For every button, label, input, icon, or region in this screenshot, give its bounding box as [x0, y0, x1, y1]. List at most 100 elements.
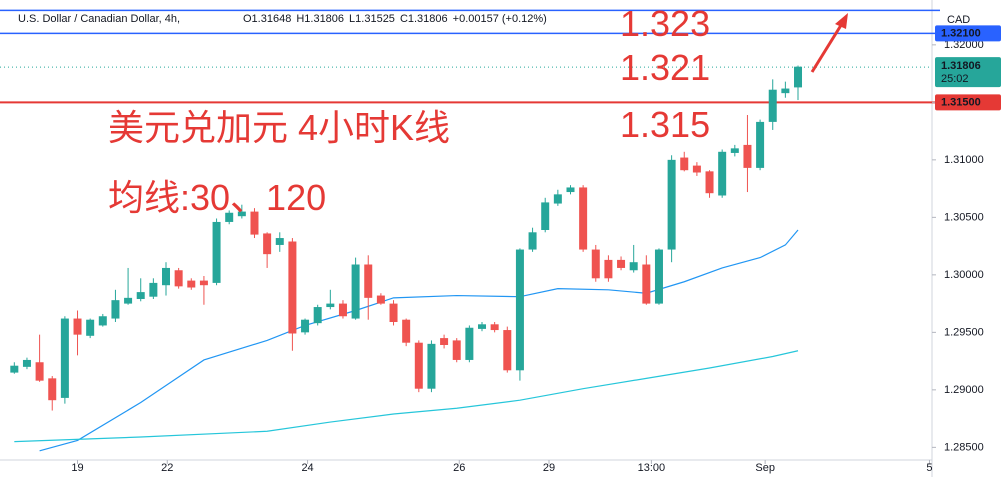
x-tick-label: 29 — [543, 462, 555, 474]
candle-body — [440, 338, 449, 345]
candle-body — [364, 264, 373, 298]
candle-body — [768, 89, 777, 122]
candle-body — [692, 165, 701, 173]
candle-body — [225, 212, 234, 222]
y-tick-label: 1.29000 — [944, 384, 984, 396]
candle-body — [478, 324, 487, 329]
candle-body — [756, 121, 765, 168]
candle-body — [654, 249, 663, 304]
currency: CAD — [947, 14, 970, 26]
candle-body — [604, 259, 613, 279]
candle-body — [174, 270, 183, 287]
price-tag — [935, 57, 1001, 88]
candle-body — [629, 262, 638, 271]
y-tick-label: 1.29500 — [944, 326, 984, 338]
arrow-head — [835, 13, 848, 29]
candle-body — [642, 264, 651, 304]
x-tick-label: 26 — [453, 462, 465, 474]
candle-body — [301, 319, 310, 333]
candle-body — [149, 282, 158, 297]
candle-body — [528, 232, 537, 250]
header-text: C1.31806 — [400, 13, 448, 25]
candle-body — [402, 319, 411, 343]
price-tag-label: 1.31500 — [941, 96, 981, 108]
moving-average — [39, 229, 799, 452]
header-text: H1.31806 — [296, 13, 344, 25]
candle-body — [414, 342, 423, 389]
x-tick-label: 19 — [71, 462, 83, 474]
candle-body — [730, 148, 739, 153]
candle-body — [275, 238, 284, 245]
candle-body — [515, 249, 524, 371]
y-tick-label: 1.32000 — [944, 39, 984, 51]
candle-body — [22, 359, 31, 367]
candle-body — [680, 157, 689, 171]
x-tick-label: 5 — [926, 462, 932, 474]
candle-body — [553, 194, 562, 204]
candle-body — [73, 318, 82, 335]
candle-body — [617, 259, 626, 268]
candle-body — [98, 316, 107, 326]
y-tick-label: 1.31000 — [944, 154, 984, 166]
candle-body — [111, 300, 120, 319]
candle-body — [10, 365, 19, 373]
y-tick-label: 1.28500 — [944, 441, 984, 453]
candle-body — [705, 171, 714, 194]
candle-body — [162, 267, 171, 286]
annotation: 均线:30、120 — [108, 177, 326, 218]
candle-body — [503, 330, 512, 371]
candle-body — [187, 280, 196, 288]
x-tick-label: 24 — [301, 462, 313, 474]
candle-body — [465, 327, 474, 360]
candle-body — [781, 88, 790, 94]
candle-body — [263, 233, 272, 255]
candle-body — [718, 151, 727, 196]
price-tag-label: 1.31806 — [941, 60, 981, 72]
plot — [0, 9, 940, 452]
x-tick-label: Sep — [755, 462, 775, 474]
price-tag-label: 1.32100 — [941, 27, 981, 39]
candle-body — [427, 343, 436, 389]
header-text: +0.00157 (+0.12%) — [453, 13, 547, 25]
header-text: L1.31525 — [349, 13, 395, 25]
candle-body — [376, 295, 385, 304]
x-tick-label: 22 — [161, 462, 173, 474]
countdown: 25:02 — [941, 73, 969, 85]
candle-body — [35, 362, 44, 381]
price-tag — [935, 94, 1001, 111]
candle-body — [566, 187, 575, 193]
candle-body — [326, 303, 335, 308]
candle-body — [541, 202, 550, 230]
candle-body — [490, 324, 499, 331]
candle-body — [389, 303, 398, 322]
header-text: U.S. Dollar / Canadian Dollar, 4h, — [18, 13, 180, 25]
arrow — [810, 21, 845, 73]
candle-body — [250, 211, 259, 235]
candle-body — [452, 340, 461, 360]
candle-body — [136, 292, 145, 299]
candle-body — [667, 159, 676, 250]
candle-body — [199, 280, 208, 286]
candle-body — [237, 211, 246, 217]
y-tick-label: 1.30000 — [944, 269, 984, 281]
candle-body — [794, 66, 803, 88]
price-tag — [935, 25, 1001, 42]
candle-body — [313, 307, 322, 324]
annotation: 1.315 — [620, 104, 710, 145]
candle-body — [60, 318, 69, 398]
x-tick-label: 13:00 — [638, 462, 666, 474]
annotation: 美元兑加元 4小时K线 — [108, 107, 450, 148]
annotation: 1.323 — [620, 3, 710, 44]
candle-body — [579, 187, 588, 250]
candle-body — [48, 378, 57, 401]
candle-body — [86, 319, 95, 336]
candle-body — [591, 249, 600, 279]
candle-body — [124, 297, 133, 304]
header-text: O1.31648 — [243, 13, 291, 25]
candle-body — [351, 264, 360, 319]
annotation: 1.321 — [620, 47, 710, 88]
candle-body — [338, 303, 347, 317]
moving-average — [14, 350, 799, 443]
